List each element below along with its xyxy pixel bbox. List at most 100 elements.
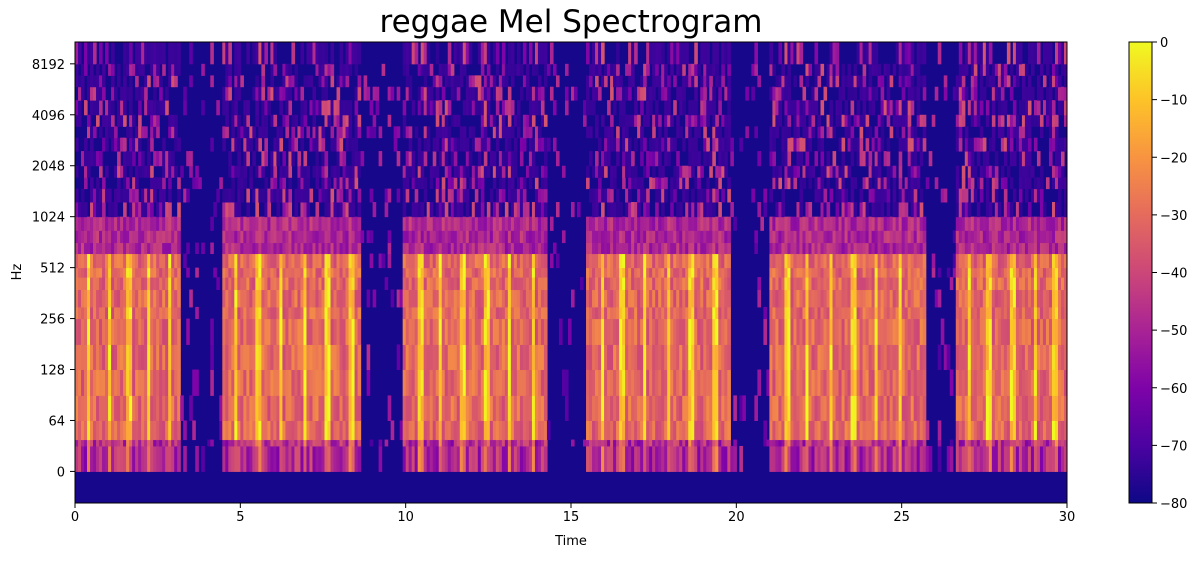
heatmap-cell xyxy=(99,253,103,269)
heatmap-cell xyxy=(715,420,719,441)
heatmap-cell xyxy=(697,445,701,472)
heatmap-cell xyxy=(537,188,542,203)
heatmap-cell xyxy=(796,420,801,441)
heatmap-cell xyxy=(459,177,464,190)
heatmap-cell xyxy=(96,344,100,371)
heatmap-cell xyxy=(847,202,852,218)
heatmap-cell xyxy=(228,63,232,76)
heatmap-cell xyxy=(823,318,828,345)
heatmap-cell xyxy=(787,277,792,291)
heatmap-cell xyxy=(664,75,668,88)
heatmap-cell xyxy=(177,242,181,255)
heatmap-cell xyxy=(300,369,305,396)
heatmap-cell xyxy=(531,242,536,255)
heatmap-cell xyxy=(784,267,789,278)
heatmap-cell xyxy=(138,344,142,371)
heatmap-cell xyxy=(841,306,846,320)
heatmap-cell xyxy=(546,63,551,76)
heatmap-cell xyxy=(820,289,825,308)
heatmap-cell xyxy=(210,369,214,396)
heatmap-cell xyxy=(438,445,443,472)
heatmap-cell xyxy=(264,277,268,291)
heatmap-cell xyxy=(589,420,593,441)
heatmap-cell xyxy=(84,242,88,255)
heatmap-cell xyxy=(300,165,305,178)
heatmap-cell xyxy=(625,126,629,139)
heatmap-cell xyxy=(480,188,485,203)
heatmap-cell xyxy=(586,242,590,255)
heatmap-cell xyxy=(537,420,542,441)
heatmap-cell xyxy=(270,267,274,278)
heatmap-cell xyxy=(817,75,822,88)
heatmap-cell xyxy=(75,137,79,152)
heatmap-cell xyxy=(264,267,268,278)
heatmap-cell xyxy=(691,165,695,178)
heatmap-cell xyxy=(628,344,632,371)
heatmap-cell xyxy=(75,202,79,218)
heatmap-cell xyxy=(177,202,181,218)
heatmap-cell xyxy=(312,445,317,472)
heatmap-cell xyxy=(435,42,440,65)
heatmap-cell xyxy=(859,395,864,421)
heatmap-cell xyxy=(498,114,503,127)
heatmap-cell xyxy=(483,165,488,178)
heatmap-cell xyxy=(664,242,668,255)
heatmap-cell xyxy=(330,369,335,396)
heatmap-cell xyxy=(610,75,614,88)
heatmap-cell xyxy=(117,165,121,178)
heatmap-cell xyxy=(78,445,82,472)
heatmap-cell xyxy=(528,318,533,345)
heatmap-cell xyxy=(489,289,494,308)
heatmap-cell xyxy=(441,344,446,371)
heatmap-cell xyxy=(480,306,485,320)
heatmap-cell xyxy=(351,188,356,203)
heatmap-cell xyxy=(111,445,115,472)
heatmap-cell xyxy=(270,344,274,371)
heatmap-cell xyxy=(288,277,293,291)
heatmap-cell xyxy=(312,318,317,345)
heatmap-cell xyxy=(501,242,506,255)
heatmap-cell xyxy=(471,165,476,178)
heatmap-cell xyxy=(784,177,789,190)
heatmap-cell xyxy=(270,151,274,167)
heatmap-cell xyxy=(240,289,244,308)
heatmap-cell xyxy=(516,126,521,139)
heatmap-cell xyxy=(501,395,506,421)
heatmap-cell xyxy=(781,86,786,101)
heatmap-cell xyxy=(610,216,614,231)
heatmap-cell xyxy=(489,230,494,244)
heatmap-cell xyxy=(610,267,614,278)
heatmap-cell xyxy=(700,369,704,396)
heatmap-cell xyxy=(171,445,175,472)
heatmap-cell xyxy=(357,165,362,178)
heatmap-cell xyxy=(628,277,632,291)
heatmap-cell xyxy=(745,86,749,101)
heatmap-cell xyxy=(279,242,284,255)
heatmap-cell xyxy=(519,445,524,472)
heatmap-cell xyxy=(120,267,124,278)
heatmap-cell xyxy=(111,137,115,152)
heatmap-cell xyxy=(670,42,674,65)
heatmap-cell xyxy=(718,75,722,88)
heatmap-cell xyxy=(165,369,169,396)
heatmap-cell xyxy=(264,230,268,244)
heatmap-cell xyxy=(501,344,506,371)
heatmap-cell xyxy=(628,63,632,76)
heatmap-cell xyxy=(664,318,668,345)
heatmap-cell xyxy=(144,165,148,178)
heatmap-cell xyxy=(93,439,97,447)
heatmap-cell xyxy=(417,177,422,190)
heatmap-cell xyxy=(616,267,620,278)
heatmap-cell xyxy=(537,242,542,255)
heatmap-cell xyxy=(123,318,127,345)
heatmap-cell xyxy=(156,216,160,231)
heatmap-cell xyxy=(709,344,713,371)
heatmap-cell xyxy=(589,188,593,203)
heatmap-cell xyxy=(456,306,461,320)
heatmap-cell xyxy=(784,445,789,472)
heatmap-cell xyxy=(682,100,686,116)
heatmap-cell xyxy=(417,242,422,255)
heatmap-cell xyxy=(201,63,205,76)
heatmap-cell xyxy=(447,75,452,88)
heatmap-cell xyxy=(601,318,605,345)
